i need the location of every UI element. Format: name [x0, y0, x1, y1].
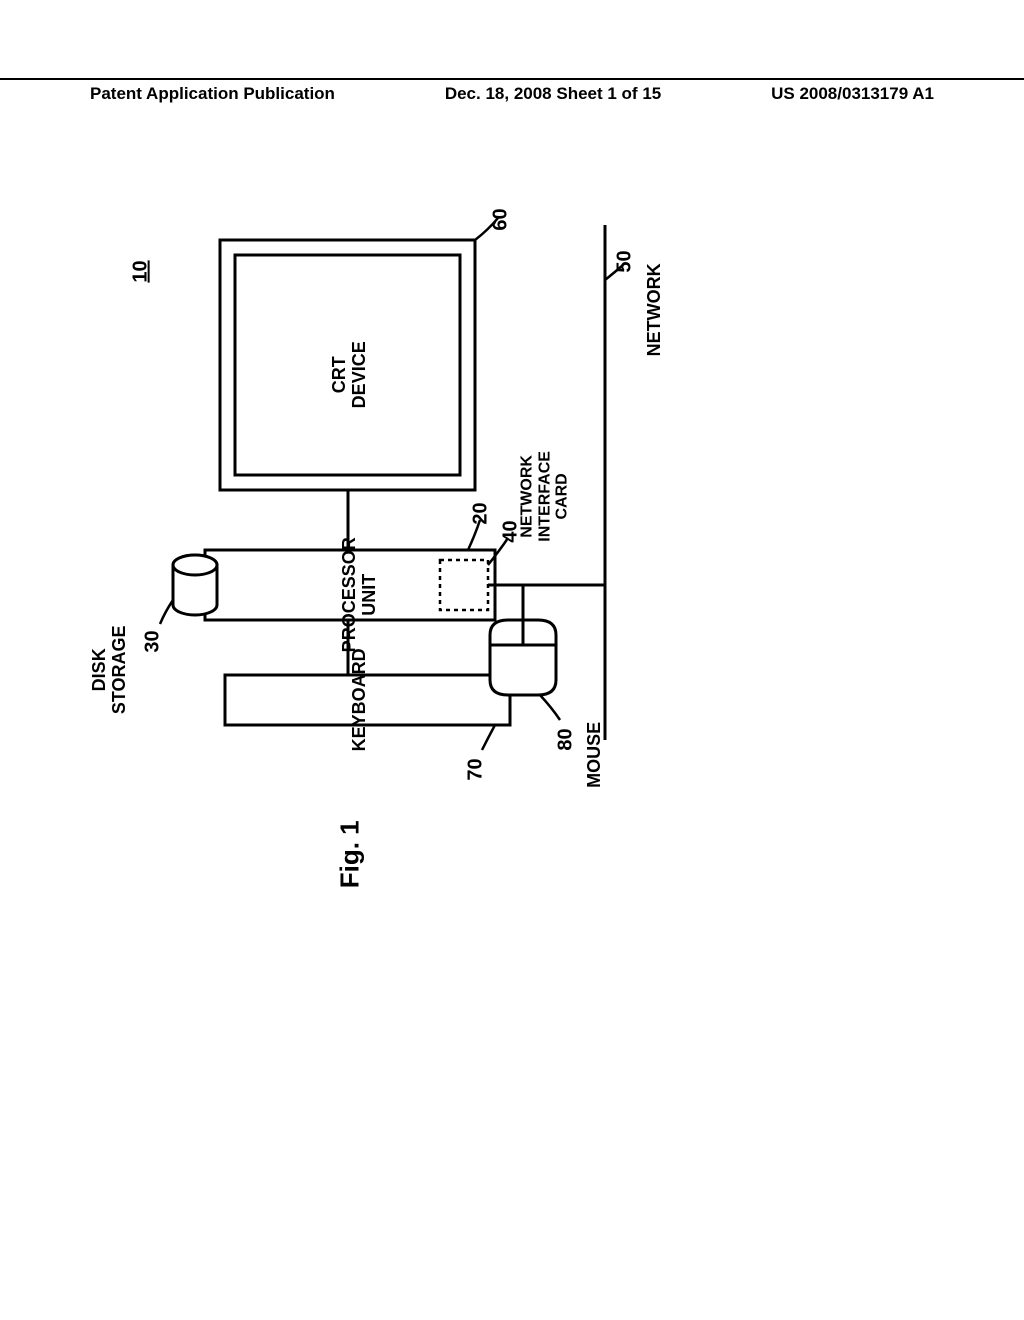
diagram-svg — [0, 180, 1024, 1180]
ref-70: 70 — [465, 758, 488, 780]
network-label: NETWORK — [645, 260, 665, 360]
nic-box — [440, 560, 488, 610]
figure-label: Fig. 1 — [336, 814, 365, 894]
header-right: US 2008/0313179 A1 — [771, 84, 934, 104]
leader-30 — [160, 600, 173, 624]
ref-20: 20 — [470, 502, 493, 524]
ref-40: 40 — [500, 520, 523, 542]
page-header: Patent Application Publication Dec. 18, … — [0, 78, 1024, 104]
ref-30: 30 — [142, 630, 165, 652]
diagram: CRTDEVICE PROCESSORUNIT KEYBOARD NETWORK… — [0, 180, 1024, 1180]
leader-80 — [540, 695, 560, 720]
leader-70 — [482, 725, 495, 750]
processor-label: PROCESSORUNIT — [340, 535, 380, 655]
header-left: Patent Application Publication — [90, 84, 335, 104]
mouse-label: MOUSE — [585, 715, 605, 795]
crt-label: CRTDEVICE — [330, 335, 370, 415]
ref-80: 80 — [555, 728, 578, 750]
header-center: Dec. 18, 2008 Sheet 1 of 15 — [445, 84, 661, 104]
ref-60: 60 — [490, 208, 513, 230]
ref-50: 50 — [614, 250, 637, 272]
nic-label: NETWORKINTERFACECARD — [519, 441, 572, 551]
disk-label: DISKSTORAGE — [90, 620, 130, 720]
keyboard-label: KEYBOARD — [350, 645, 370, 755]
mouse-shape — [490, 620, 556, 695]
disk-cylinder — [173, 555, 217, 615]
ref-10: 10 — [130, 260, 153, 282]
